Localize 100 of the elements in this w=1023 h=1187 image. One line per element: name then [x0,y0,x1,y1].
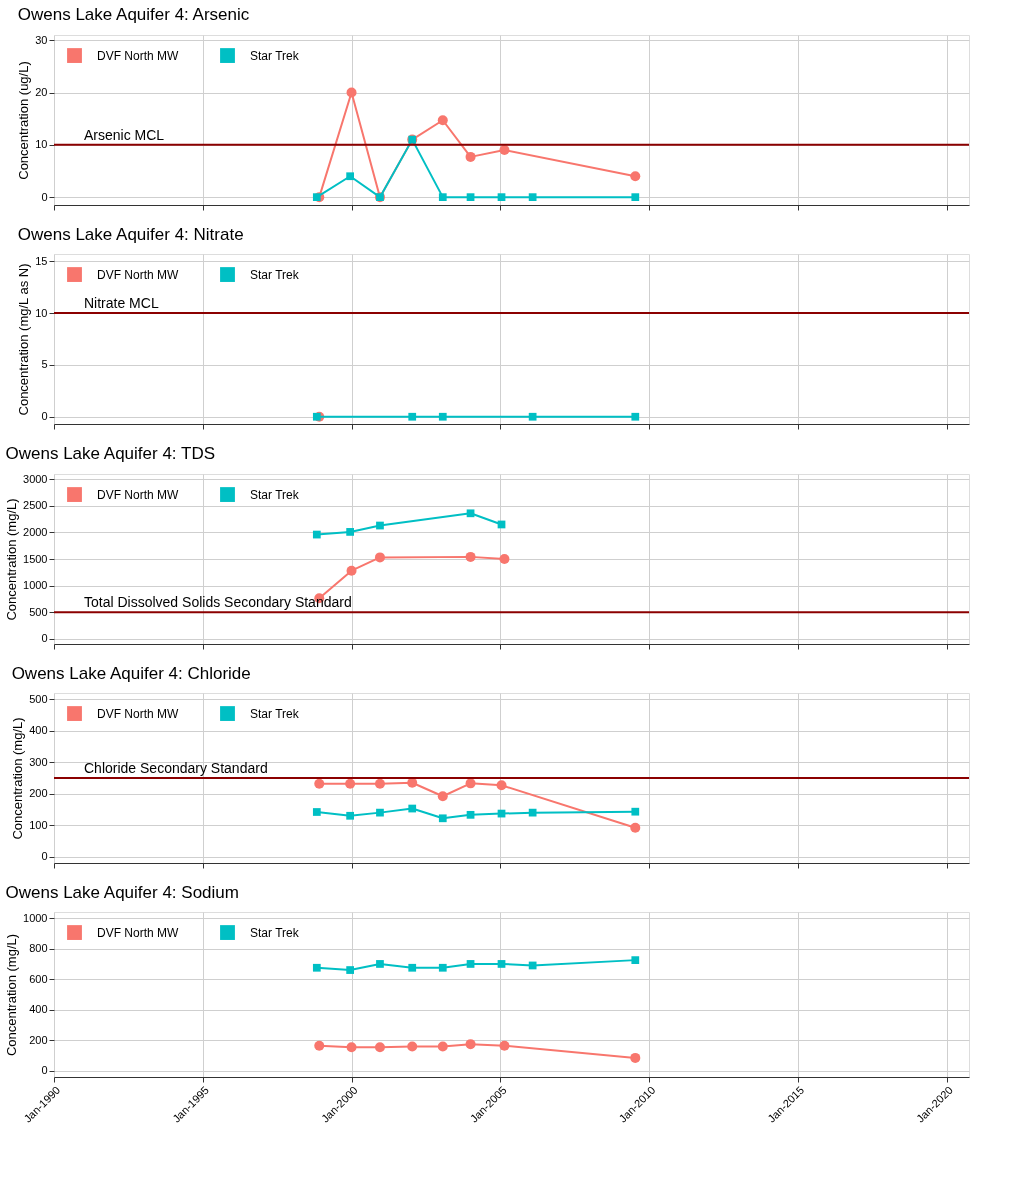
y-tick-label: 0 [41,850,48,863]
y-tick-label: 1500 [23,552,48,565]
y-tick-label: 10 [35,138,48,151]
y-tick-label: 10 [35,306,48,319]
y-tick-label: 500 [29,692,48,705]
point [528,961,537,970]
y-tick-label: 200 [29,1033,48,1046]
ref-line-label: Arsenic MCL [84,126,165,143]
legend-label: Star Trek [250,925,300,940]
y-tick-label: 2500 [23,499,48,512]
point [528,808,537,817]
point [376,521,384,530]
point [631,956,640,964]
chart-title: Owens Lake Aquifer 4: Sodium [5,883,239,902]
point [465,778,476,789]
y-tick-label: 100 [29,818,48,831]
point [631,193,640,202]
point [376,808,384,817]
legend-label: Star Trek [250,487,300,502]
point [408,963,417,972]
y-tick-label: 2000 [23,525,48,538]
point [630,822,641,833]
point [312,193,321,202]
chart-title: Owens Lake Aquifer 4: Chloride [11,664,251,683]
y-tick-label: 300 [29,755,48,768]
point [465,551,476,562]
point [499,554,510,564]
point [374,1042,385,1053]
point [497,193,506,202]
y-tick-label: 400 [29,724,48,737]
point [465,1039,476,1050]
y-tick-label: 0 [41,1064,48,1077]
y-tick-label: 3000 [23,472,48,485]
y-tick-label: 30 [35,33,48,46]
point [312,808,321,816]
legend-label: DVF North MW [97,925,180,940]
point [630,1052,641,1063]
y-axis-title: Concentration (mg/L) [10,717,26,840]
chart-title: Owens Lake Aquifer 4: Arsenic [17,5,250,25]
y-tick-label: 0 [41,632,48,645]
ref-line-label: Total Dissolved Solids Secondary Standard [84,594,352,611]
point [631,807,640,816]
ref-line-label: Chloride Secondary Standard [84,760,268,776]
point [312,530,321,539]
point [465,151,476,162]
point [346,172,355,181]
point [314,1040,325,1051]
y-tick-label: 1000 [23,911,48,924]
y-tick-label: 600 [29,972,48,985]
legend-label: DVF North MW [97,706,180,721]
point [466,193,475,202]
point [346,87,357,98]
point [407,1041,418,1052]
y-tick-label: 20 [35,86,48,99]
point [466,810,475,819]
point [346,565,357,576]
point [630,171,641,182]
point [408,804,417,813]
y-tick-label: 5 [41,358,48,371]
y-tick-label: 800 [29,942,48,955]
y-axis-title: Concentration (mg/L) [4,498,20,621]
y-tick-label: 15 [35,254,48,267]
y-axis-title: Concentration (mg/L) [4,933,20,1057]
point [466,509,475,518]
point [314,778,325,789]
chart-title: Owens Lake Aquifer 4: Nitrate [17,225,244,244]
point [497,960,506,968]
y-axis-title: Concentration (mg/L as N) [16,263,32,416]
y-axis-title: Concentration (ug/L) [16,61,32,180]
point [346,528,355,536]
point [437,115,448,126]
point [438,814,447,823]
y-tick-label: 400 [29,1003,48,1016]
y-tick-label: 0 [41,410,48,423]
point [376,960,384,968]
y-tick-label: 0 [41,190,48,203]
point [346,1042,357,1053]
point [496,780,507,791]
legend-label: DVF North MW [97,267,180,282]
point [499,1040,510,1051]
chart-title: Owens Lake Aquifer 4: TDS [5,444,215,464]
legend-label: Star Trek [250,48,300,63]
point [438,963,447,972]
point [374,778,385,789]
legend-label: DVF North MW [97,487,180,502]
y-tick-label: 200 [29,787,48,800]
legend-label: Star Trek [250,267,300,282]
point [346,966,355,974]
ref-line-label: Nitrate MCL [84,295,159,312]
point [312,963,321,972]
legend-label: Star Trek [250,706,300,721]
point [437,791,448,802]
point [438,193,447,202]
y-tick-label: 1000 [23,579,48,592]
point [374,552,385,563]
point [466,960,475,968]
point [528,193,537,202]
legend-label: DVF North MW [97,48,180,63]
y-tick-label: 500 [29,605,48,618]
point [499,145,510,156]
